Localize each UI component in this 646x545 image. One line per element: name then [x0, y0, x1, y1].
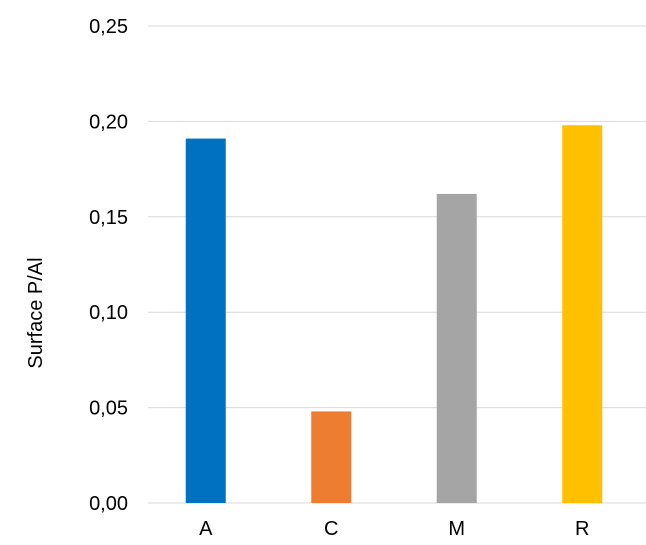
x-tick-label: A	[199, 518, 213, 540]
bar-M	[436, 193, 477, 504]
bar-A	[185, 138, 226, 503]
y-tick-label: 0,15	[89, 207, 128, 229]
bar-R	[562, 125, 603, 503]
y-axis-title: Surface P/Al	[25, 257, 47, 368]
x-tick-label: C	[324, 518, 338, 540]
x-tick-label: M	[448, 518, 465, 540]
x-tick-label: R	[575, 518, 589, 540]
y-axis-tick-labels: 0,00 0,05 0,10 0,15 0,20 0,25	[89, 16, 128, 515]
y-tick-label: 0,00	[89, 493, 128, 515]
y-tick-label: 0,10	[89, 302, 128, 324]
bars	[185, 125, 603, 504]
y-tick-label: 0,20	[89, 111, 128, 133]
y-tick-label: 0,05	[89, 398, 128, 420]
y-tick-label: 0,25	[89, 16, 128, 38]
bar-C	[311, 411, 352, 503]
